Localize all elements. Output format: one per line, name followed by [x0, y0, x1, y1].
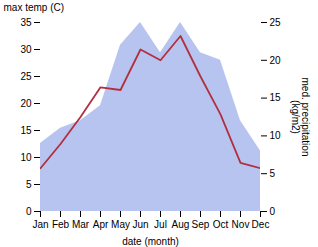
svg-text:Nov: Nov: [232, 219, 250, 230]
svg-text:Dec: Dec: [252, 219, 270, 230]
svg-text:15: 15: [270, 92, 282, 103]
svg-text:May: May: [111, 219, 130, 230]
svg-text:35: 35: [20, 17, 32, 28]
svg-text:15: 15: [20, 125, 32, 136]
svg-text:max temp (C): max temp (C): [4, 2, 65, 13]
svg-text:20: 20: [270, 55, 282, 66]
svg-text:Jul: Jul: [154, 219, 167, 230]
svg-text:30: 30: [20, 44, 32, 55]
svg-text:Apr: Apr: [93, 219, 109, 230]
svg-text:Mar: Mar: [72, 219, 90, 230]
svg-text:10: 10: [270, 130, 282, 141]
svg-text:5: 5: [270, 168, 276, 179]
svg-text:Jan: Jan: [32, 219, 48, 230]
svg-text:Aug: Aug: [172, 219, 190, 230]
svg-text:25: 25: [270, 17, 282, 28]
svg-text:med. precipitation(kg/m2): med. precipitation(kg/m2): [290, 78, 311, 157]
svg-text:Sep: Sep: [192, 219, 210, 230]
svg-text:0: 0: [26, 206, 32, 217]
svg-text:Oct: Oct: [213, 219, 229, 230]
svg-text:0: 0: [270, 206, 276, 217]
svg-text:20: 20: [20, 98, 32, 109]
svg-text:Feb: Feb: [52, 219, 70, 230]
svg-text:10: 10: [20, 152, 32, 163]
svg-text:25: 25: [20, 71, 32, 82]
svg-text:date (month): date (month): [122, 236, 179, 247]
svg-text:Jun: Jun: [132, 219, 148, 230]
svg-text:5: 5: [26, 179, 32, 190]
